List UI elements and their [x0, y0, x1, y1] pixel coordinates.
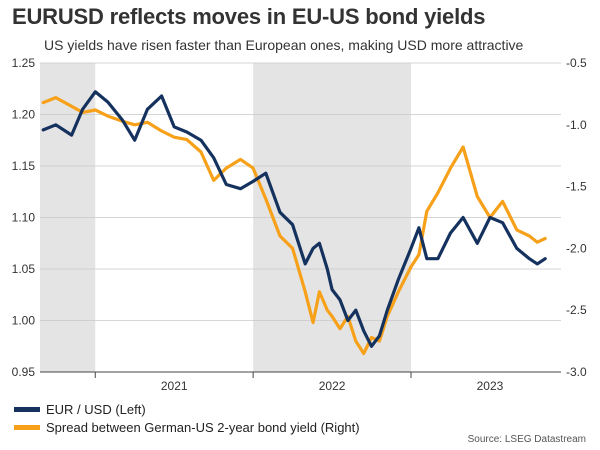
y-left-tick-label: 1.10	[12, 211, 36, 225]
y-left-tick-label: 1.00	[12, 314, 36, 328]
y-left-tick-label: 1.15	[12, 159, 36, 173]
x-tick-label: 2023	[477, 379, 504, 393]
legend-label-spread: Spread between German-US 2-year bond yie…	[46, 419, 360, 435]
y-left-tick-label: 0.95	[12, 365, 36, 379]
legend-swatch-eurusd	[14, 406, 40, 412]
y-right-tick-label: -3.0	[566, 365, 587, 379]
y-left-tick-label: 1.05	[12, 262, 36, 276]
legend-label-eurusd: EUR / USD (Left)	[46, 401, 146, 417]
legend-item-spread: Spread between German-US 2-year bond yie…	[14, 418, 360, 436]
chart-subtitle: US yields have risen faster than Europea…	[44, 37, 524, 53]
chart-title: EURUSD reflects moves in EU-US bond yiel…	[12, 4, 486, 29]
y-right-tick-label: -0.5	[566, 56, 587, 70]
y-left-tick-label: 1.25	[12, 56, 36, 70]
legend-item-eurusd: EUR / USD (Left)	[14, 400, 360, 418]
chart-legend: EUR / USD (Left) Spread between German-U…	[14, 400, 360, 436]
y-left-tick-label: 1.20	[12, 108, 36, 122]
y-right-tick-label: -1.5	[566, 180, 587, 194]
y-right-tick-label: -2.0	[566, 241, 587, 255]
legend-swatch-spread	[14, 424, 40, 430]
y-right-tick-label: -1.0	[566, 118, 587, 132]
series-line-eurusd	[41, 90, 547, 348]
x-tick-label: 2021	[161, 379, 188, 393]
x-tick-label: 2022	[319, 379, 346, 393]
source-note: Source: LSEG Datastream	[467, 434, 586, 445]
y-right-tick-label: -2.5	[566, 303, 587, 317]
